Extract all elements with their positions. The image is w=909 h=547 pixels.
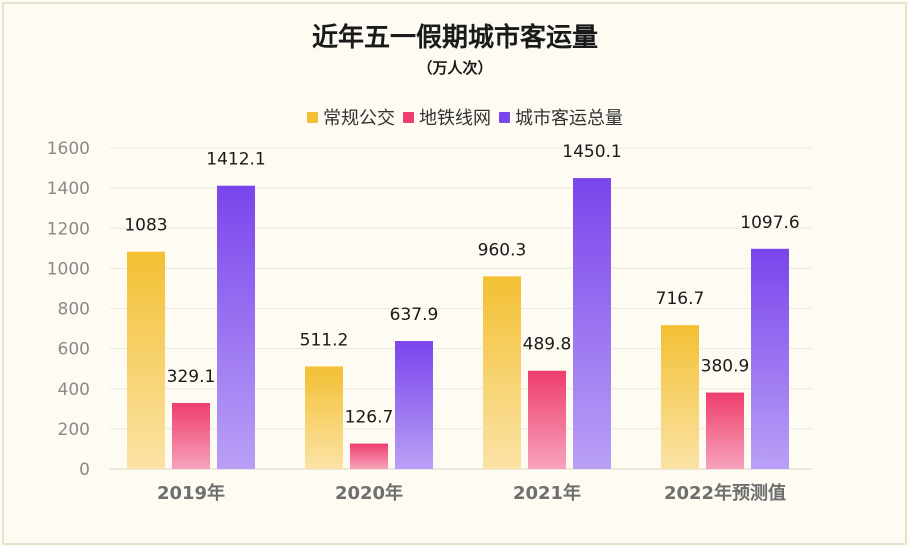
data-label-1-0: 511.2 xyxy=(300,330,349,350)
y-tick-label-0: 0 xyxy=(79,460,90,480)
legend-label-2[interactable]: 城市客运总量 xyxy=(515,108,623,129)
x-tick-label-0: 2019年 xyxy=(157,482,225,504)
bar-2-2[interactable] xyxy=(573,178,611,470)
x-tick-label-1: 2020年 xyxy=(335,482,403,504)
bar-0-2[interactable] xyxy=(217,185,255,469)
bar-3-1[interactable] xyxy=(706,392,744,469)
legend-label-0[interactable]: 常规公交 xyxy=(323,108,395,129)
bar-2-1[interactable] xyxy=(528,370,566,469)
bar-2-0[interactable] xyxy=(483,276,521,469)
data-label-0-1: 329.1 xyxy=(167,367,216,387)
x-tick-label-3: 2022年预测值 xyxy=(664,482,786,504)
data-label-1-1: 126.7 xyxy=(345,408,394,428)
bar-0-1[interactable] xyxy=(172,402,210,469)
data-label-0-0: 1083 xyxy=(124,216,167,236)
bar-3-0[interactable] xyxy=(661,325,699,469)
y-tick-label-800: 800 xyxy=(58,300,90,320)
y-tick-label-400: 400 xyxy=(58,380,90,400)
data-labels: 1083 329.1 1412.1 511.2 126.7 637.9 960.3 489.8… xyxy=(124,142,799,428)
x-axis: 2019年 2020年 2021年 2022年预测值 xyxy=(157,482,786,504)
data-label-1-2: 637.9 xyxy=(390,305,439,325)
bar-1-0[interactable] xyxy=(305,366,343,469)
data-label-0-2: 1412.1 xyxy=(206,150,265,170)
x-tick-label-2: 2021年 xyxy=(513,482,581,504)
bar-1-2[interactable] xyxy=(395,341,433,469)
y-tick-label-1600: 1600 xyxy=(47,139,90,159)
bar-3-2[interactable] xyxy=(751,248,789,469)
bar-0-0[interactable] xyxy=(127,251,165,469)
legend-swatch-1[interactable] xyxy=(403,112,414,123)
data-label-2-0: 960.3 xyxy=(478,240,527,260)
y-tick-label-1200: 1200 xyxy=(47,219,90,239)
chart-title: 近年五一假期城市客运量 xyxy=(312,22,598,53)
data-label-2-1: 489.8 xyxy=(523,335,572,355)
data-label-2-2: 1450.1 xyxy=(562,142,621,162)
y-tick-label-600: 600 xyxy=(58,340,90,360)
data-label-3-2: 1097.6 xyxy=(740,213,799,233)
legend-swatch-0[interactable] xyxy=(307,112,318,123)
data-label-3-0: 716.7 xyxy=(656,289,705,309)
legend: 常规公交 地铁线网 城市客运总量 xyxy=(307,108,623,129)
bar-1-1[interactable] xyxy=(350,443,388,469)
y-tick-label-200: 200 xyxy=(58,420,90,440)
bars xyxy=(127,178,789,470)
chart-subtitle: （万人次） xyxy=(417,59,492,77)
data-label-3-1: 380.9 xyxy=(701,357,750,377)
y-tick-label-1000: 1000 xyxy=(47,259,90,279)
legend-label-1[interactable]: 地铁线网 xyxy=(419,108,491,129)
legend-swatch-2[interactable] xyxy=(499,112,510,123)
y-tick-label-1400: 1400 xyxy=(47,179,90,199)
